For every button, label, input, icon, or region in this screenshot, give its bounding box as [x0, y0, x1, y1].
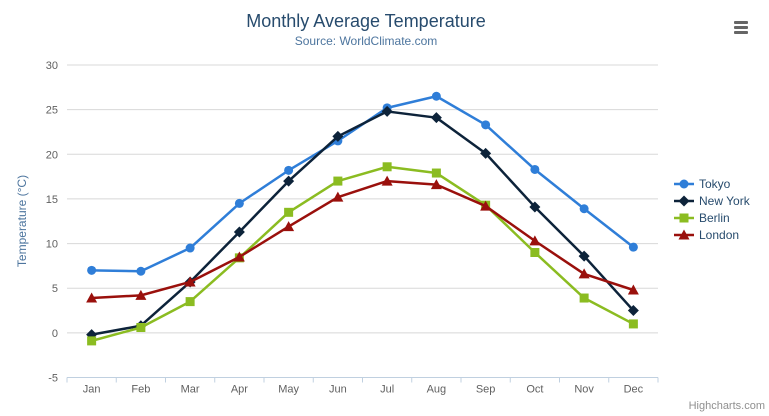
data-point-circle[interactable] [136, 266, 146, 276]
x-axis-tick-label: Dec [624, 384, 644, 396]
x-axis-tick-label: Aug [427, 384, 447, 396]
x-axis-tick-label: Feb [131, 384, 150, 396]
data-point-square[interactable] [382, 162, 392, 172]
data-point-diamond[interactable] [578, 250, 590, 262]
legend-item-tokyo[interactable]: Tokyo [674, 175, 750, 192]
credits-link[interactable]: Highcharts.com [688, 400, 765, 412]
data-point-diamond[interactable] [480, 147, 492, 159]
hamburger-icon [734, 21, 748, 24]
data-point-diamond[interactable] [529, 201, 541, 213]
data-point-diamond [678, 195, 690, 206]
legend-label-tokyo: Tokyo [699, 176, 731, 191]
series-line-berlin[interactable] [90, 165, 635, 343]
legend-item-london[interactable]: London [674, 226, 750, 243]
y-axis-title: Temperature (°C) [15, 174, 29, 268]
x-axis-tick-label: Mar [181, 384, 200, 396]
series-new-york [86, 105, 639, 341]
y-axis-tick-label: 25 [46, 105, 58, 117]
data-point-triangle[interactable] [480, 200, 492, 211]
data-point-diamond[interactable] [233, 226, 245, 238]
data-point-square[interactable] [530, 248, 540, 257]
data-point-diamond[interactable] [627, 305, 639, 317]
series-london [86, 175, 639, 303]
data-point-circle[interactable] [234, 198, 244, 208]
legend-marker-triangle-icon [674, 229, 694, 239]
chart-subtitle: Source: WorldClimate.com [294, 34, 438, 48]
data-point-triangle[interactable] [283, 221, 295, 232]
data-point-diamond[interactable] [381, 105, 393, 117]
y-axis-tick-label: 10 [46, 239, 58, 251]
data-point-circle[interactable] [284, 165, 294, 175]
legend-marker-circle-icon [674, 179, 694, 188]
x-axis-tick-label: Jul [380, 384, 394, 396]
data-point-circle[interactable] [530, 164, 540, 174]
data-point-triangle[interactable] [135, 289, 147, 300]
data-point-circle[interactable] [481, 120, 491, 130]
x-axis-tick-label: May [278, 384, 299, 396]
data-point-diamond[interactable] [283, 175, 295, 187]
y-axis-tick-label: 30 [46, 60, 58, 72]
legend-label-berlin: Berlin [699, 210, 730, 225]
series-line-tokyo[interactable] [90, 95, 635, 273]
data-point-triangle[interactable] [332, 191, 344, 202]
x-axis-tick-label: Sep [476, 384, 496, 396]
x-axis-tick-label: Jan [83, 384, 101, 396]
data-point-triangle[interactable] [381, 175, 393, 186]
legend: Tokyo New York Berlin London [674, 175, 750, 243]
data-point-square[interactable] [628, 319, 638, 329]
data-point-triangle[interactable] [430, 179, 442, 190]
chart-title: Monthly Average Temperature [246, 11, 486, 31]
data-point-circle[interactable] [185, 243, 195, 253]
x-axis-tick-label: Nov [574, 384, 594, 396]
y-axis-tick-label: 15 [46, 194, 58, 206]
data-point-diamond[interactable] [430, 112, 442, 124]
data-point-square[interactable] [579, 293, 589, 303]
legend-item-berlin[interactable]: Berlin [674, 209, 750, 226]
data-point-triangle[interactable] [86, 292, 98, 303]
data-point-circle [679, 179, 689, 188]
data-point-triangle[interactable] [578, 268, 590, 279]
data-point-triangle [678, 229, 690, 239]
hamburger-icon [734, 26, 748, 29]
legend-label-new-york: New York [699, 193, 750, 208]
x-axis-tick-label: Oct [526, 384, 543, 396]
legend-item-new-york[interactable]: New York [674, 192, 750, 209]
data-point-square [679, 213, 689, 222]
legend-marker-square-icon [674, 213, 694, 222]
legend-marker-diamond-icon [674, 195, 694, 206]
data-point-circle[interactable] [579, 204, 589, 214]
data-point-triangle[interactable] [627, 284, 639, 295]
data-point-square[interactable] [136, 323, 146, 332]
y-axis-tick-label: 20 [46, 149, 58, 161]
series-line-london[interactable] [90, 179, 635, 300]
data-point-triangle[interactable] [233, 251, 245, 262]
x-axis-tick-label: Jun [329, 384, 347, 396]
data-point-square[interactable] [431, 168, 441, 178]
data-point-triangle[interactable] [184, 276, 196, 287]
series-tokyo [87, 91, 638, 276]
data-point-square[interactable] [333, 176, 343, 186]
y-axis-tick-label: 5 [52, 283, 58, 295]
data-point-square[interactable] [284, 207, 294, 217]
data-point-circle[interactable] [87, 265, 97, 275]
y-axis-tick-label: -5 [48, 373, 58, 385]
data-point-diamond[interactable] [332, 130, 344, 142]
data-point-circle[interactable] [628, 242, 638, 252]
x-axis-tick-label: Apr [231, 384, 248, 396]
data-point-square[interactable] [185, 297, 195, 307]
legend-label-london: London [699, 227, 740, 242]
y-axis-tick-label: 0 [52, 328, 58, 340]
data-point-circle[interactable] [431, 91, 441, 101]
data-point-square[interactable] [87, 336, 97, 346]
data-point-triangle[interactable] [529, 235, 541, 246]
context-menu-button[interactable] [734, 21, 748, 36]
hamburger-icon [734, 31, 748, 34]
series-line-new-york[interactable] [90, 110, 635, 336]
